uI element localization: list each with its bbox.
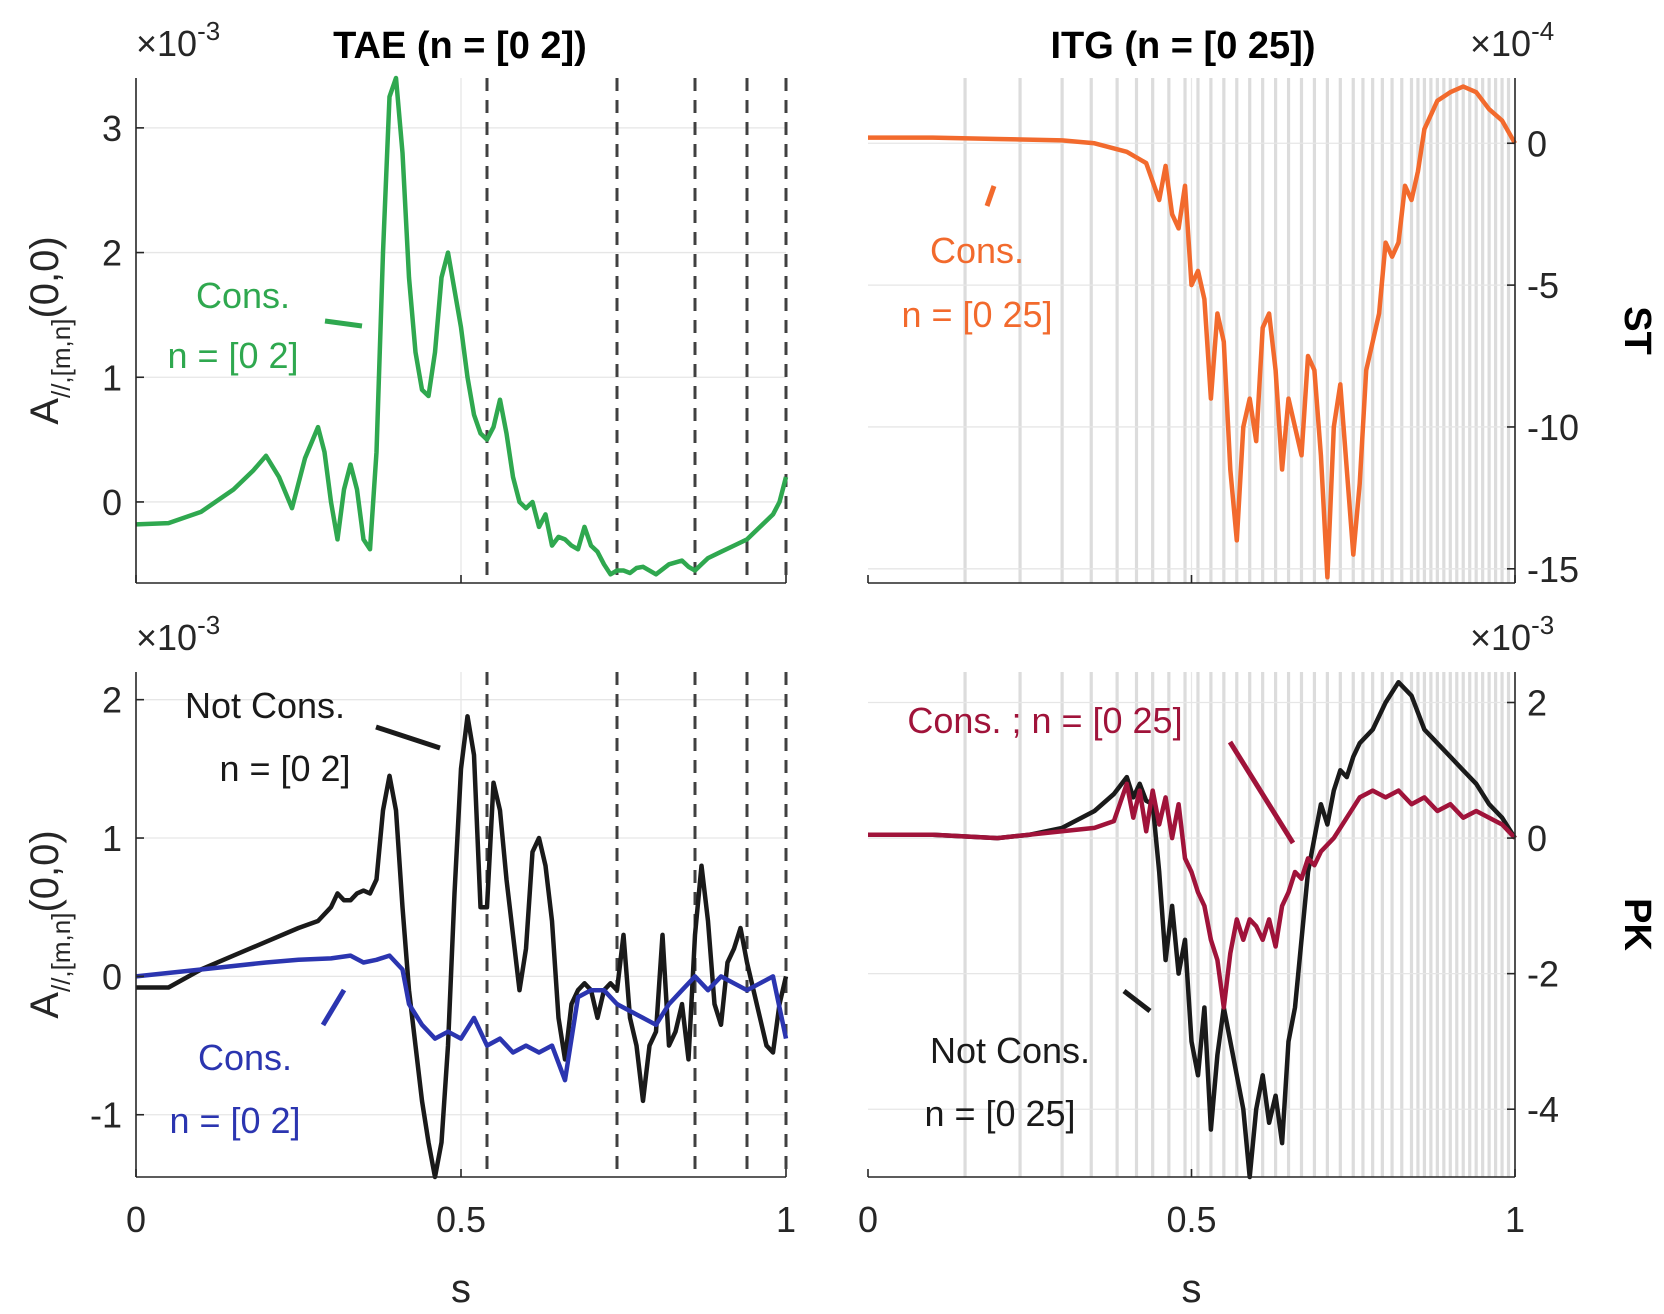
y-tick-label: 1	[102, 357, 122, 398]
connector-tae-bot-cons	[320, 988, 347, 1027]
annot-itg-top-n: n = [0 25]	[901, 294, 1052, 335]
panel-tae-bottom: -1 0 1 2 0 0.5 1 s ×10-3 A//,[m,n](0,0)	[23, 610, 796, 1311]
annot-tae-top-cons: Cons.	[196, 275, 290, 316]
y-tick-label: -2	[1527, 954, 1559, 995]
x-tick-label: 0.5	[436, 1199, 486, 1240]
series-line	[136, 714, 789, 1180]
y-tick-label: -4	[1527, 1089, 1559, 1130]
title-tae: TAE (n = [0 2])	[333, 25, 587, 67]
title-itg: ITG (n = [0 25])	[1051, 25, 1316, 67]
annot-itg-bot-notcons: Not Cons.	[930, 1030, 1090, 1071]
connector-itg-top	[984, 185, 997, 207]
y-tick-label: 2	[102, 233, 122, 274]
annot-tae-bot-cons-n: n = [0 2]	[169, 1100, 300, 1141]
series-line	[868, 679, 1517, 1180]
x-axis-label: s	[451, 1267, 471, 1311]
axis-exponent: ×10-4	[1470, 16, 1554, 64]
y-tick-label: -1	[90, 1095, 122, 1136]
x-tick-label: 0.5	[1166, 1199, 1216, 1240]
y-axis-label: A//,[m,n](0,0)	[23, 236, 76, 424]
y-tick-label: 1	[102, 818, 122, 859]
axis-exponent: ×10-3	[136, 610, 220, 658]
annot-tae-bot-notcons-n: n = [0 2]	[219, 748, 350, 789]
annot-tae-bot-cons: Cons.	[198, 1037, 292, 1078]
y-tick-label: 2	[1527, 683, 1547, 724]
panel-itg-top: 0 -5 -10 -15 ×10-4 ST	[867, 16, 1658, 590]
connector-tae-top	[324, 318, 363, 329]
y-axis-label: A//,[m,n](0,0)	[23, 830, 76, 1018]
x-tick-label: 0	[126, 1199, 146, 1240]
y-tick-label: 0	[1527, 818, 1547, 859]
annot-tae-top-n: n = [0 2]	[167, 335, 298, 376]
series-line	[868, 781, 1517, 1010]
axis-exponent: ×10-3	[136, 16, 220, 64]
series-line	[135, 75, 789, 577]
x-axis-label: s	[1182, 1267, 1202, 1311]
annot-itg-top-cons: Cons.	[930, 230, 1024, 271]
annot-itg-bot-notcons-n: n = [0 25]	[924, 1093, 1075, 1134]
connector-itg-bot-cons	[1227, 740, 1296, 845]
y-tick-label: 0	[102, 956, 122, 997]
y-axis-label: PK	[1616, 898, 1658, 951]
y-tick-label: -15	[1527, 549, 1579, 590]
y-tick-label: -5	[1527, 265, 1559, 306]
annot-itg-bot-cons: Cons. ; n = [0 25]	[907, 700, 1182, 741]
y-tick-label: -10	[1527, 407, 1579, 448]
panel-tae-top: 0 1 2 3 ×10-3 A//,[m,n](0,0)	[23, 16, 789, 584]
x-tick-label: 1	[1505, 1199, 1525, 1240]
series-line	[868, 84, 1517, 580]
x-tick-label: 0	[858, 1199, 878, 1240]
x-tick-label: 1	[776, 1199, 796, 1240]
panel-itg-bottom: -4 -2 0 2 0 0.5 1 s ×10-3 PK	[858, 610, 1658, 1311]
series-line	[135, 953, 789, 1083]
annot-tae-bot-notcons: Not Cons.	[185, 685, 345, 726]
connector-tae-bot-notcons	[375, 724, 441, 751]
connector-itg-bot-notcons	[1122, 989, 1152, 1013]
y-tick-label: 0	[102, 482, 122, 523]
axis-exponent: ×10-3	[1470, 610, 1554, 658]
y-tick-label: 0	[1527, 123, 1547, 164]
y-tick-label: 3	[102, 108, 122, 149]
y-axis-label: ST	[1616, 306, 1658, 355]
y-tick-label: 2	[102, 680, 122, 721]
